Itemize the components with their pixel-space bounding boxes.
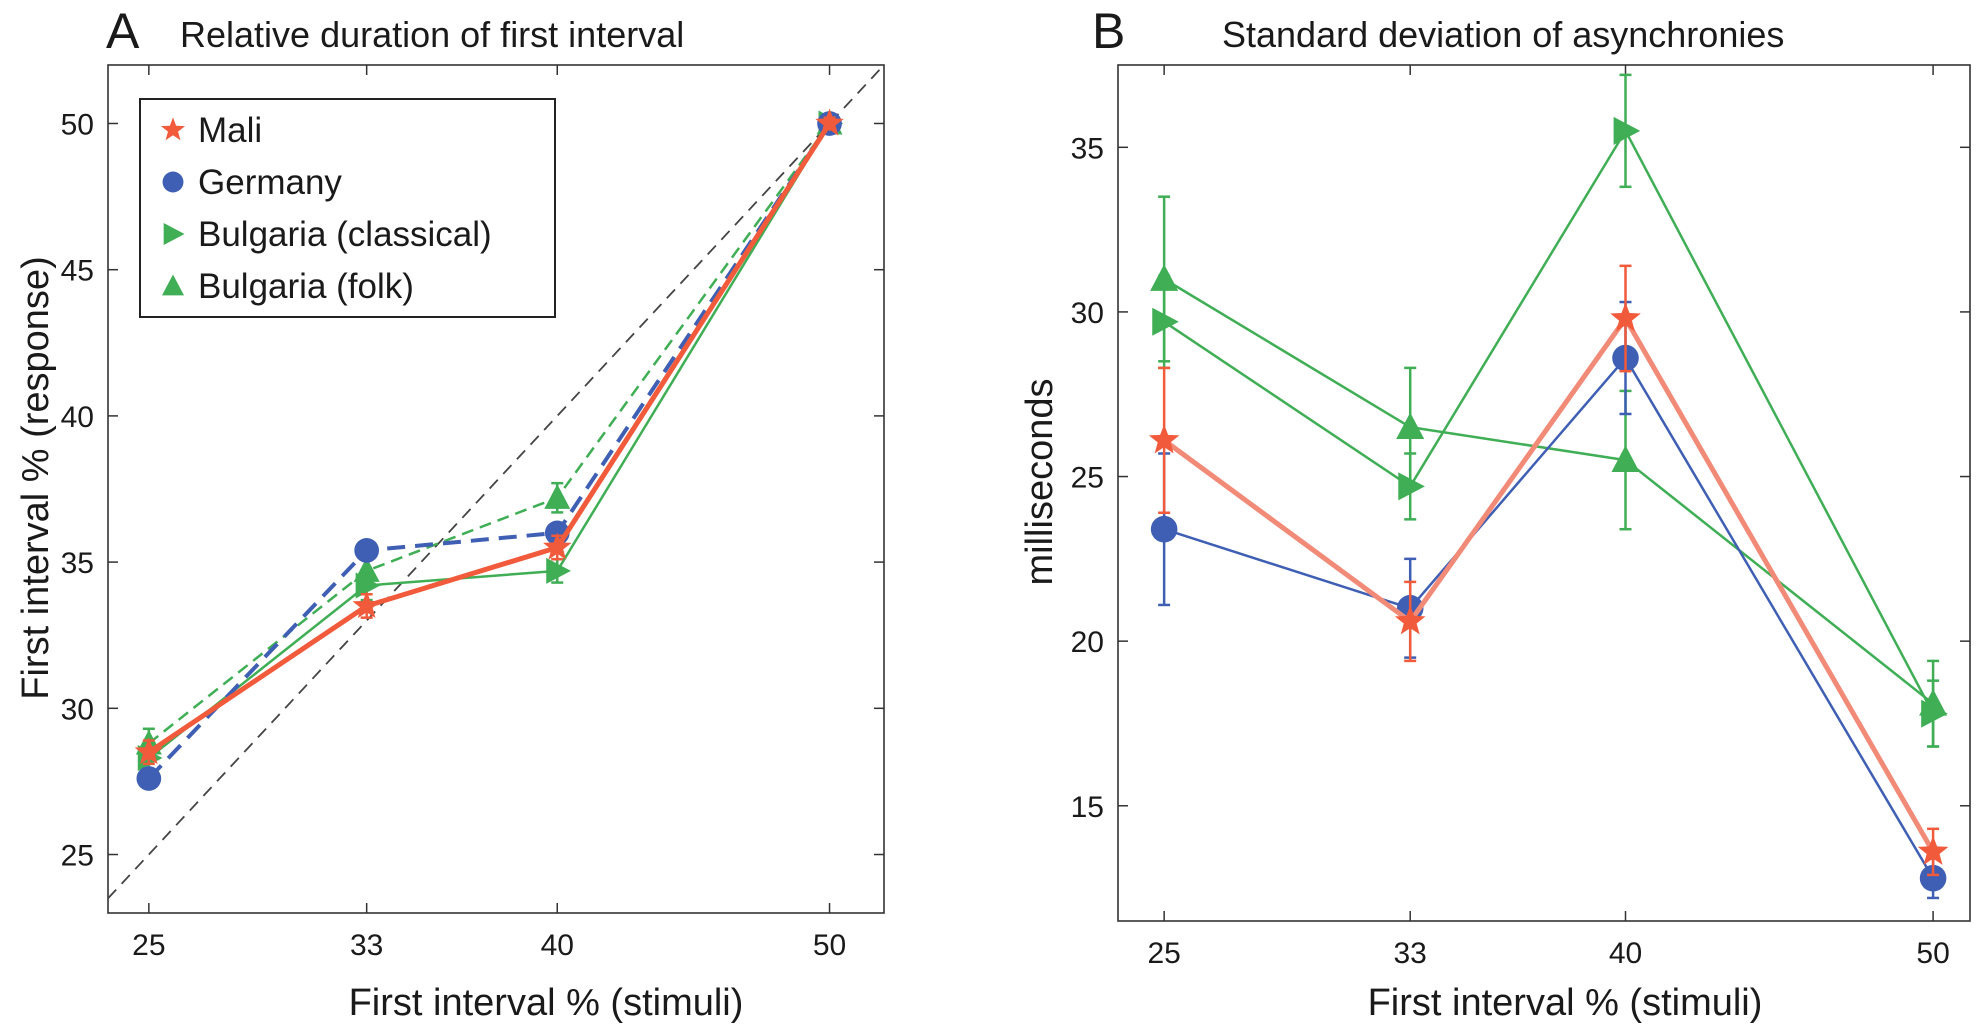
- series-mali: [134, 108, 844, 766]
- series-line: [1162, 316, 1936, 854]
- legend-item-mali: Mali: [160, 111, 262, 150]
- data-point: [1396, 412, 1425, 440]
- identity-line: [107, 64, 885, 899]
- panel-a-y-axis-label: First interval % (response): [15, 256, 57, 699]
- legend-item-bulgaria-classical: Bulgaria (classical): [163, 215, 492, 254]
- y-tick-label: 40: [61, 401, 94, 434]
- series-line: [1163, 129, 1935, 715]
- panel-a-plot-frame: [107, 64, 885, 914]
- panel-a-identity-line: [107, 64, 885, 899]
- y-tick-label: 35: [61, 547, 94, 580]
- panel-b-y-axis-label: milliseconds: [1019, 379, 1061, 586]
- legend-label: Germany: [198, 163, 342, 202]
- legend-star-icon: [160, 117, 186, 141]
- series-line: [147, 122, 832, 755]
- data-point: [1610, 302, 1641, 332]
- legend-label: Bulgaria (classical): [198, 215, 492, 254]
- legend-label: Mali: [198, 111, 262, 150]
- legend-item-bulgaria-folk: Bulgaria (folk): [162, 267, 414, 306]
- y-tick-label: 20: [1071, 626, 1104, 659]
- data-point: [1150, 515, 1178, 543]
- y-tick-label: 25: [61, 840, 94, 873]
- data-point: [1917, 835, 1949, 865]
- data-point: [546, 557, 571, 584]
- panel-a-legend: Mali Germany Bulgaria (classical) Bulgaria …: [139, 98, 556, 318]
- y-tick-label: 30: [1071, 297, 1104, 330]
- data-point: [1613, 116, 1641, 145]
- data-point: [355, 572, 381, 599]
- y-tick-label: 15: [1071, 791, 1104, 824]
- data-point: [1152, 307, 1179, 336]
- legend-circle-icon: [162, 171, 184, 193]
- y-tick-label: 50: [61, 108, 94, 141]
- panel-a-x-axis-label: First interval % (stimuli): [349, 982, 744, 1024]
- data-point: [1919, 864, 1947, 892]
- panel-b-series: [1148, 73, 1949, 900]
- data-point: [352, 591, 381, 619]
- panel-b-plot-frame: [1117, 64, 1971, 922]
- data-point: [136, 766, 162, 791]
- series-line: [148, 122, 831, 745]
- series-mali: [1148, 264, 1949, 877]
- series-line: [1163, 356, 1935, 879]
- data-point: [134, 737, 164, 765]
- y-tick-label: 30: [61, 693, 94, 726]
- data-point: [1148, 424, 1180, 454]
- panel-a: A Relative duration of first interval 25…: [15, 3, 885, 1024]
- y-tick-label: 25: [1071, 462, 1104, 495]
- x-tick-label: 40: [541, 929, 574, 962]
- y-tick-label: 45: [61, 255, 94, 288]
- data-point: [1398, 472, 1425, 501]
- panel-b-ticks: 25 33 40 50 15 20 25 30 35: [1071, 65, 1970, 970]
- data-point: [1394, 605, 1426, 635]
- legend-item-germany: Germany: [162, 163, 342, 202]
- x-tick-label: 33: [1394, 937, 1427, 970]
- x-tick-label: 33: [350, 929, 383, 962]
- data-point: [543, 532, 572, 560]
- legend-box: [139, 98, 556, 318]
- legend-up-triangle-icon: [162, 274, 184, 296]
- series-line: [1163, 277, 1934, 705]
- x-tick-label: 25: [132, 929, 165, 962]
- legend-label: Bulgaria (folk): [198, 267, 414, 306]
- panel-a-series: [134, 108, 844, 791]
- panel-b-letter: B: [1092, 3, 1125, 59]
- panel-a-title: Relative duration of first interval: [180, 14, 684, 55]
- panel-b-title: Standard deviation of asynchronies: [1222, 14, 1784, 55]
- x-tick-label: 50: [813, 929, 846, 962]
- legend-right-triangle-icon: [163, 223, 185, 245]
- x-tick-label: 40: [1609, 937, 1642, 970]
- x-tick-label: 25: [1147, 937, 1180, 970]
- panel-b-x-axis-label: First interval % (stimuli): [1368, 982, 1763, 1024]
- data-point: [1921, 699, 1948, 728]
- data-point: [1611, 445, 1640, 472]
- series-bulgaria-classical: [1152, 73, 1948, 748]
- panel-a-ticks: 25 33 40 50 25 30 35 40 45 50: [61, 65, 884, 962]
- y-tick-label: 35: [1071, 132, 1104, 165]
- series-line: [147, 122, 832, 780]
- x-tick-label: 50: [1916, 937, 1949, 970]
- data-point: [815, 108, 844, 136]
- data-point: [544, 484, 571, 509]
- panel-b: B Standard deviation of asynchronies 25 3…: [1019, 3, 1971, 1024]
- panel-a-letter: A: [106, 3, 140, 59]
- data-point: [354, 538, 380, 563]
